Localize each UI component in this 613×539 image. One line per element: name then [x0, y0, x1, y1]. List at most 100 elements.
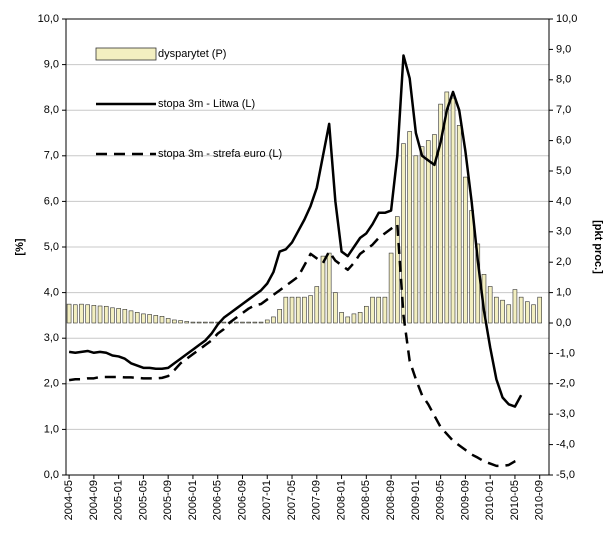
- x-tick-label: 2007-01: [261, 480, 273, 520]
- bar: [153, 315, 159, 324]
- bar: [271, 316, 276, 324]
- bar: [339, 312, 344, 324]
- bar: [326, 252, 332, 324]
- bar: [320, 255, 326, 324]
- y2-tick-label: 9,0: [556, 43, 571, 55]
- x-tick-label: 2008-09: [385, 480, 397, 520]
- bar: [141, 313, 146, 324]
- legend-label: stopa 3m - Litwa (L): [158, 98, 255, 110]
- bar: [525, 301, 530, 324]
- y-tick-label: 4,0: [44, 287, 59, 299]
- bar: [444, 91, 450, 324]
- bar: [425, 140, 431, 324]
- legend-label: dysparytet (P): [158, 48, 226, 60]
- bar: [413, 155, 419, 324]
- line: [68, 222, 522, 468]
- y2-tick-label: -2,0: [556, 378, 575, 390]
- bar: [456, 125, 462, 324]
- bar: [388, 252, 394, 324]
- bar: [91, 305, 97, 324]
- bar: [203, 321, 208, 324]
- bar: [190, 321, 196, 324]
- bar: [97, 305, 103, 324]
- x-tick-label: 2010-09: [534, 480, 546, 520]
- bar: [73, 304, 78, 324]
- bar: [252, 321, 258, 324]
- bar: [221, 321, 227, 324]
- bar: [172, 319, 177, 324]
- bar: [116, 308, 121, 324]
- bar: [122, 309, 128, 324]
- y2-axis-label: [pkt proc.]: [592, 220, 604, 274]
- y-tick-label: 8,0: [44, 104, 59, 116]
- y2-tick-label: 10,0: [556, 13, 577, 25]
- bar: [487, 286, 493, 324]
- y2-tick-label: 5,0: [556, 165, 571, 177]
- y-axis-label: [%]: [14, 238, 26, 255]
- y-tick-label: 10,0: [38, 13, 59, 25]
- bar: [357, 312, 363, 324]
- y-tick-label: 7,0: [44, 150, 59, 162]
- bar: [531, 304, 536, 324]
- y2-tick-label: 6,0: [556, 135, 571, 147]
- y2-tick-label: 0,0: [556, 317, 571, 329]
- y-tick-label: 2,0: [44, 378, 59, 390]
- bar: [506, 304, 512, 324]
- y-tick-label: 6,0: [44, 195, 59, 207]
- y-tick-label: 5,0: [44, 241, 59, 253]
- x-tick-label: 2010-01: [484, 480, 496, 520]
- bar: [351, 313, 357, 324]
- bar: [165, 318, 171, 324]
- bar: [537, 296, 542, 324]
- bar: [302, 296, 307, 324]
- y2-tick-label: 7,0: [556, 104, 571, 116]
- bar: [66, 303, 72, 324]
- bar: [103, 305, 109, 324]
- bar: [500, 299, 505, 324]
- bar: [450, 97, 456, 324]
- bar: [494, 296, 499, 324]
- y2-tick-label: -1,0: [556, 347, 575, 359]
- bar: [240, 321, 245, 324]
- line: [68, 54, 523, 408]
- x-tick-label: 2009-01: [410, 480, 422, 520]
- y2-tick-label: 1,0: [556, 287, 571, 299]
- bar: [289, 296, 295, 324]
- y2-tick-label: 2,0: [556, 256, 571, 268]
- bar: [432, 134, 437, 324]
- x-tick-label: 2005-09: [162, 480, 174, 520]
- x-tick-label: 2005-01: [113, 480, 125, 520]
- y-tick-label: 3,0: [44, 332, 59, 344]
- x-tick-label: 2009-09: [459, 480, 471, 520]
- bar: [370, 296, 375, 324]
- bar: [295, 296, 301, 324]
- y2-tick-label: 8,0: [556, 74, 571, 86]
- bar: [196, 321, 202, 324]
- bar: [419, 146, 425, 324]
- x-tick-label: 2007-09: [311, 480, 323, 520]
- legend-swatch: [95, 47, 157, 61]
- y2-tick-label: 4,0: [556, 195, 571, 207]
- bar: [283, 296, 289, 324]
- x-tick-label: 2008-05: [360, 480, 372, 520]
- x-tick-label: 2005-05: [137, 480, 149, 520]
- bar: [184, 321, 190, 324]
- x-tick-label: 2006-09: [236, 480, 248, 520]
- bar: [264, 319, 270, 324]
- bar: [147, 314, 152, 324]
- legend-label: stopa 3m - strefa euro (L): [158, 148, 282, 160]
- x-tick-label: 2009-05: [435, 480, 447, 520]
- bar: [401, 143, 406, 324]
- x-tick-label: 2006-01: [187, 480, 199, 520]
- bar: [407, 131, 412, 324]
- bar: [333, 292, 338, 324]
- bar: [258, 321, 264, 324]
- y2-tick-label: 3,0: [556, 226, 571, 238]
- bar: [382, 296, 388, 324]
- bar: [134, 312, 140, 324]
- bar: [518, 296, 524, 324]
- y-tick-label: 0,0: [44, 469, 59, 481]
- x-tick-label: 2008-01: [335, 480, 347, 520]
- bar: [277, 309, 282, 324]
